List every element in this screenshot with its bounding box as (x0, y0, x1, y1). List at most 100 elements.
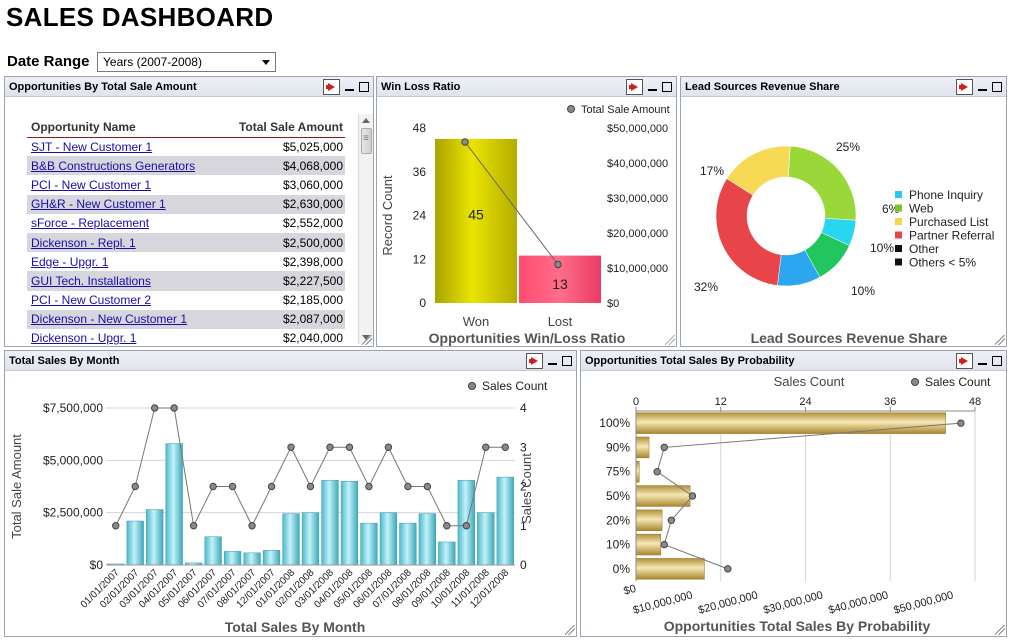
table-row[interactable]: PCI - New Customer 2 $2,185,000 (27, 291, 345, 310)
sales-count-point (228, 482, 237, 491)
vertical-scrollbar[interactable] (358, 114, 373, 344)
opportunity-link[interactable]: PCI - New Customer 2 (31, 293, 152, 308)
table-row[interactable]: Dickenson - New Customer 1 $2,087,000 (27, 309, 345, 329)
opportunity-link[interactable]: PCI - New Customer 1 (31, 177, 152, 192)
minimize-icon[interactable] (648, 81, 657, 93)
monthly-sales-bar (321, 479, 339, 566)
x2-tick-label: 0 (633, 396, 639, 408)
panel-header: Opportunities By Total Sale Amount (5, 77, 373, 97)
salesbymonth-panel: Total Sales By Month $0 $2,500,000 $5,000,… (4, 350, 577, 637)
opportunity-link[interactable]: sForce - Replacement (31, 216, 150, 231)
scroll-up-icon[interactable] (362, 118, 370, 123)
table-row[interactable]: Dickenson - Repl. 1 $2,500,000 (27, 232, 345, 253)
y-tick-label: $2,500,000 (43, 506, 103, 520)
panel-title: Opportunities By Total Sale Amount (9, 81, 197, 93)
export-icon[interactable] (323, 79, 340, 95)
minimize-icon[interactable] (978, 81, 987, 93)
maximize-icon[interactable] (992, 356, 1002, 366)
resize-grip-icon[interactable] (995, 625, 1005, 635)
x-tick-label: $0 (622, 583, 637, 598)
total-sale-amount-cell: $3,060,000 (282, 177, 343, 192)
legend-swatch (895, 204, 902, 212)
opportunity-link[interactable]: GUI Tech. Installations (31, 273, 151, 288)
x2-axis-label: Sales Count (774, 374, 845, 389)
monthly-sales-bar (282, 513, 300, 566)
maximize-icon[interactable] (992, 82, 1002, 92)
opportunity-link[interactable]: Dickenson - New Customer 1 (31, 312, 188, 327)
table-row[interactable]: Edge - Upgr. 1 $2,398,000 (27, 252, 345, 271)
export-icon[interactable] (526, 353, 543, 369)
opportunity-link[interactable]: Dickenson - Upgr. 1 (31, 331, 137, 346)
legend-marker (468, 382, 476, 390)
maximize-icon[interactable] (359, 82, 369, 92)
y-tick-label: 48 (413, 121, 427, 135)
y2-tick-label: $30,000,000 (607, 193, 668, 205)
monthly-sales-bar (496, 476, 514, 566)
chart-title: Opportunities Win/Loss Ratio (429, 330, 626, 346)
minimize-icon[interactable] (978, 355, 987, 367)
legend-swatch (895, 191, 902, 198)
opportunity-link[interactable]: GH&R - New Customer 1 (31, 197, 166, 212)
table-row[interactable]: B&B Constructions Generators $4,068,000 (27, 156, 345, 176)
x2-tick-label: 24 (799, 396, 811, 408)
x-tick-label: Lost (548, 314, 573, 329)
sales-count-point (365, 482, 373, 491)
legend-marker (911, 378, 919, 386)
minimize-icon[interactable] (345, 81, 354, 93)
scrollbar-thumb[interactable] (361, 128, 372, 154)
legend-label: Others < 5% (909, 256, 976, 270)
monthly-sales-bar (223, 551, 242, 566)
export-icon[interactable] (626, 79, 643, 95)
chevron-down-icon[interactable] (262, 60, 270, 65)
date-range-select[interactable]: Years (2007-2008) (97, 52, 276, 72)
opportunity-link[interactable]: Edge - Upgr. 1 (31, 254, 109, 269)
y2-tick-label: $0 (607, 298, 619, 310)
x-tick-label: $10,000,000 (632, 589, 694, 616)
sales-count-point (660, 443, 668, 452)
panel-title: Win Loss Ratio (381, 81, 461, 93)
monthly-sales-bar (262, 550, 281, 566)
column-header-total-sale-amount[interactable]: Total Sale Amount (221, 117, 345, 138)
y-tick-label: $5,000,000 (43, 453, 103, 467)
total-sale-amount-line (464, 141, 559, 265)
slice-data-label: 10% (870, 241, 894, 255)
table-row[interactable]: GH&R - New Customer 1 $2,630,000 (27, 194, 345, 214)
table-row[interactable]: GUI Tech. Installations $2,227,500 (27, 271, 345, 291)
total-sale-amount-cell: $2,040,000 (282, 331, 343, 346)
winloss-chart: 0 12 24 36 48 $0 $10,000,000 $20,000,000 $30,000… (380, 104, 670, 346)
export-icon[interactable] (956, 353, 973, 369)
table-row[interactable]: Dickenson - Upgr. 1 $2,040,000 (27, 329, 345, 346)
table-row[interactable]: SJT - New Customer 1 $5,025,000 (27, 137, 345, 156)
maximize-icon[interactable] (662, 82, 672, 92)
opportunity-name-cell: GUI Tech. Installations (27, 271, 222, 291)
resize-grip-icon[interactable] (995, 335, 1005, 345)
total-sale-amount-point (461, 138, 469, 146)
export-icon[interactable] (956, 79, 973, 95)
monthly-sales-bar (477, 512, 495, 566)
opportunity-name-cell: PCI - New Customer 1 (27, 175, 221, 194)
probability-bar (635, 509, 663, 531)
sales-count-point (267, 482, 276, 491)
maximize-icon[interactable] (562, 356, 572, 366)
table-row[interactable]: sForce - Replacement $2,552,000 (27, 214, 345, 233)
opportunity-link[interactable]: SJT - New Customer 1 (31, 139, 153, 154)
y-axis-label: Total Sale Amount (9, 434, 24, 539)
monthly-sales-bar (360, 522, 378, 566)
donut-slice (726, 145, 791, 196)
resize-grip-icon[interactable] (565, 625, 575, 635)
legend-label: Sales Count (925, 375, 991, 389)
opportunity-name-cell: B&B Constructions Generators (27, 156, 222, 176)
opportunities-table: Opportunity Name Total Sale Amount SJT -… (27, 117, 345, 346)
minimize-icon[interactable] (548, 355, 557, 367)
legend-label: Total Sale Amount (581, 104, 670, 116)
opportunity-link[interactable]: B&B Constructions Generators (31, 158, 196, 173)
win-loss-bar (435, 138, 517, 303)
donut-slice (788, 145, 857, 221)
resize-grip-icon[interactable] (362, 335, 372, 345)
monthly-sales-bar (438, 541, 456, 566)
resize-grip-icon[interactable] (665, 335, 675, 345)
opportunity-link[interactable]: Dickenson - Repl. 1 (31, 235, 136, 250)
monthly-sales-bar (301, 512, 320, 566)
table-row[interactable]: PCI - New Customer 1 $3,060,000 (27, 175, 345, 194)
column-header-opportunity-name[interactable]: Opportunity Name (27, 117, 222, 138)
